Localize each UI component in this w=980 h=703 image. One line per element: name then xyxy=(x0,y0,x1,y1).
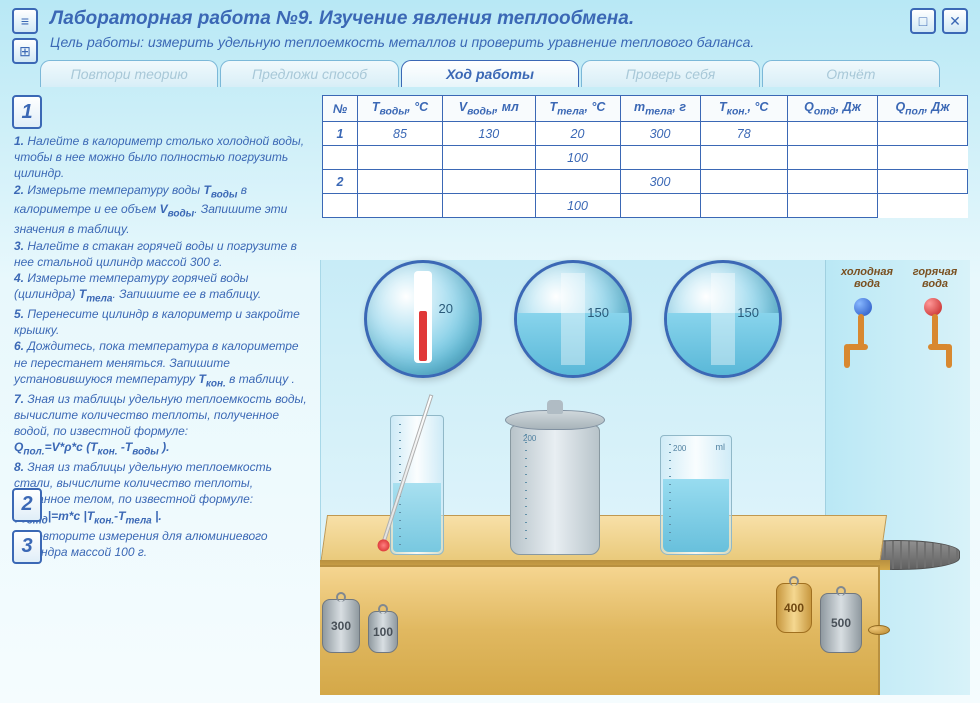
cell-0-1-1[interactable] xyxy=(358,146,443,170)
tab-2[interactable]: Ход работы xyxy=(401,60,579,87)
col-header-2: Vводы, мл xyxy=(443,96,536,122)
cell-1-1-0[interactable] xyxy=(323,194,358,218)
cell-1-0-2[interactable] xyxy=(535,170,620,194)
cell-1-1-3[interactable]: 100 xyxy=(535,194,620,218)
cell-1-1-5[interactable] xyxy=(700,194,788,218)
cold-water-label: холодная вода xyxy=(838,266,896,290)
cell-1-0-5[interactable] xyxy=(788,170,878,194)
tab-1[interactable]: Предложи способ xyxy=(220,60,398,87)
cell-1-1-2[interactable] xyxy=(443,194,536,218)
step-1-button[interactable]: 1 xyxy=(12,95,42,129)
tab-0[interactable]: Повтори теорию xyxy=(40,60,218,87)
col-header-5: Tкон., °C xyxy=(700,96,788,122)
weight-300[interactable]: 300 xyxy=(322,599,360,653)
cell-1-0-4[interactable] xyxy=(700,170,788,194)
step-3-button[interactable]: 3 xyxy=(12,530,42,564)
tab-bar: Повтори теориюПредложи способХод работыП… xyxy=(0,54,980,87)
weight-500[interactable]: 500 xyxy=(820,593,862,653)
cell-0-0-3[interactable]: 300 xyxy=(620,122,700,146)
cell-0-1-2[interactable] xyxy=(443,146,536,170)
cell-0-1-3[interactable]: 100 xyxy=(535,146,620,170)
cell-0-1-4[interactable] xyxy=(620,146,700,170)
results-table: №Tводы, °CVводы, млTтела, °Cmтела, гTкон… xyxy=(322,95,968,218)
tab-3[interactable]: Проверь себя xyxy=(581,60,759,87)
magnifier-0: 20 xyxy=(364,260,482,378)
calorimeter[interactable]: 200 xyxy=(510,425,600,555)
cell-1-1-4[interactable] xyxy=(620,194,700,218)
weight-100[interactable]: 100 xyxy=(368,611,398,653)
col-header-3: Tтела, °C xyxy=(535,96,620,122)
magnifier-2: 150 xyxy=(664,260,782,378)
row-num-1: 2 xyxy=(323,170,358,194)
row-num-0: 1 xyxy=(323,122,358,146)
cell-1-1-1[interactable] xyxy=(358,194,443,218)
page-title: Лабораторная работа №9. Изучение явления… xyxy=(50,8,930,30)
col-header-4: mтела, г xyxy=(620,96,700,122)
cell-1-0-3[interactable]: 300 xyxy=(620,170,700,194)
instructions-text: 1. Налейте в калориметр столько холодной… xyxy=(12,133,312,560)
cell-0-0-4[interactable]: 78 xyxy=(700,122,788,146)
cell-0-0-1[interactable]: 130 xyxy=(443,122,536,146)
hot-water-label: горячая вода xyxy=(908,266,962,290)
cell-0-0-0[interactable]: 85 xyxy=(358,122,443,146)
weight-400[interactable]: 400 xyxy=(776,583,812,633)
page-subtitle: Цель работы: измерить удельную теплоемко… xyxy=(50,34,930,50)
col-header-6: Qотд, Дж xyxy=(788,96,878,122)
cell-1-0-6[interactable] xyxy=(878,170,968,194)
cell-0-0-6[interactable] xyxy=(878,122,968,146)
col-header-0: № xyxy=(323,96,358,122)
cell-1-1-6[interactable] xyxy=(788,194,878,218)
col-header-7: Qпол, Дж xyxy=(878,96,968,122)
coin-icon[interactable] xyxy=(868,625,890,635)
cell-0-1-5[interactable] xyxy=(700,146,788,170)
cell-0-0-2[interactable]: 20 xyxy=(535,122,620,146)
step-2-button[interactable]: 2 xyxy=(12,488,42,522)
cold-tap[interactable] xyxy=(854,298,872,316)
lab-scene: холодная вода горячая вода 20150150 200 … xyxy=(320,260,970,695)
cell-0-0-5[interactable] xyxy=(788,122,878,146)
measuring-beaker[interactable]: ml 200 xyxy=(660,435,732,555)
cell-0-1-6[interactable] xyxy=(788,146,878,170)
magnifier-1: 150 xyxy=(514,260,632,378)
col-header-1: Tводы, °C xyxy=(358,96,443,122)
tab-4[interactable]: Отчёт xyxy=(762,60,940,87)
cell-1-0-0[interactable] xyxy=(358,170,443,194)
cell-1-0-1[interactable] xyxy=(443,170,536,194)
cell-0-1-0[interactable] xyxy=(323,146,358,170)
